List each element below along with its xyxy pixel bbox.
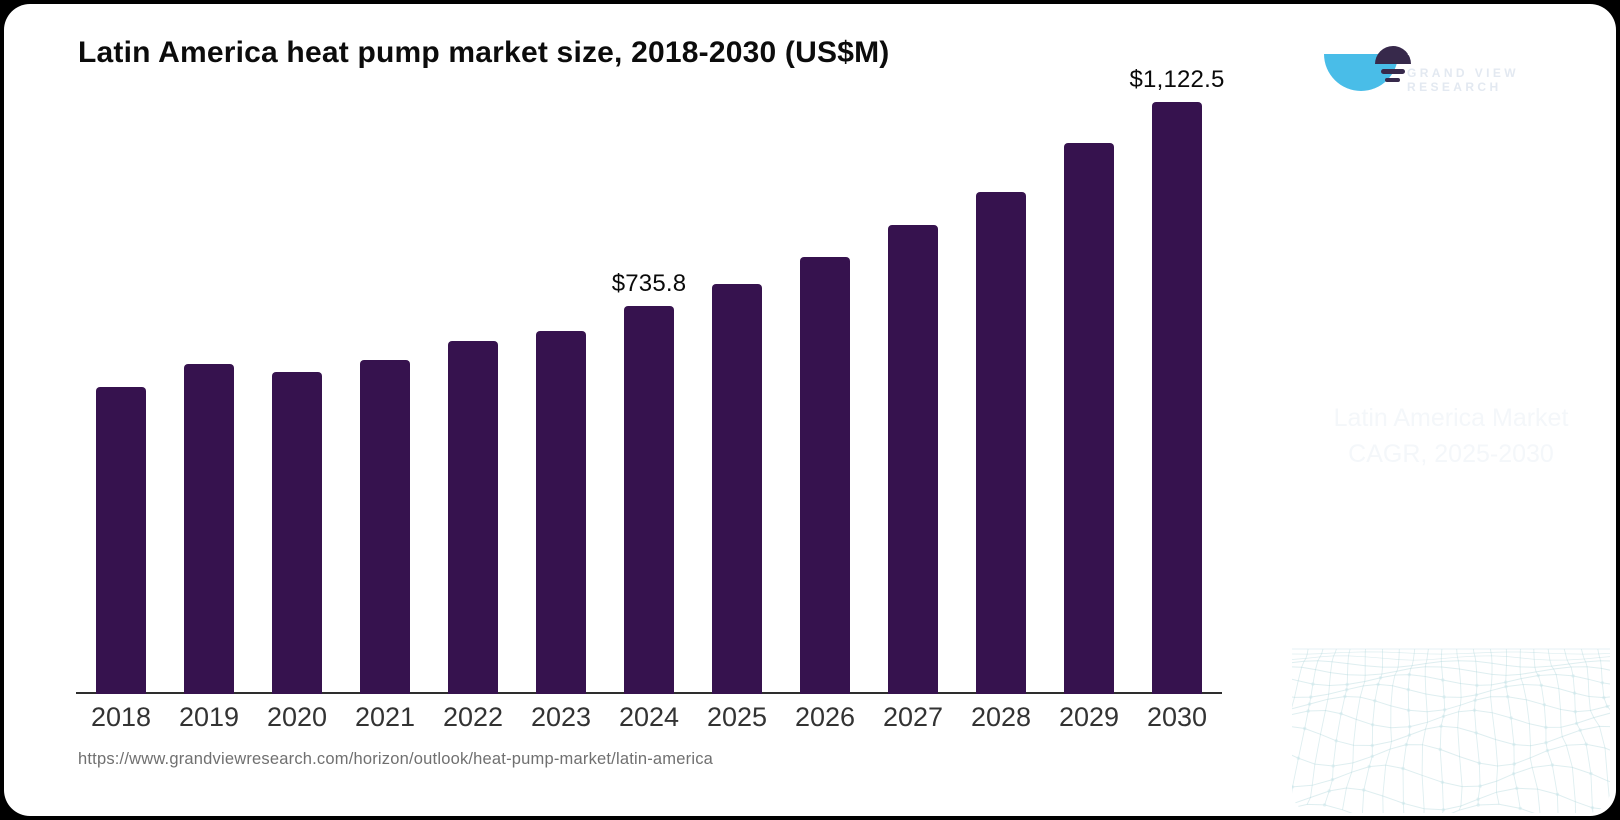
bar-2029 (1064, 143, 1114, 694)
stat-caption: Latin America Market CAGR, 2025-2030 (1292, 400, 1610, 472)
brand-name: HORIZON (1406, 30, 1585, 61)
stat-caption-line1: Latin America Market (1333, 404, 1569, 432)
plot-area: 2018 2019 2020 2021 2022 2023 2024 2025 2026 2027… (76, 66, 1225, 732)
x-tick-label: 2030 (1146, 702, 1208, 732)
bar-value-label: $1,122.5 (1129, 66, 1225, 93)
wireframe-grid-graphic (1292, 645, 1610, 813)
source-url: https://www.grandviewresearch.com/horizo… (78, 750, 714, 768)
bar-value-label: $735.8 (611, 270, 687, 297)
x-tick-label: 2020 (266, 702, 328, 732)
cagr-stat-value: 8.6% (1369, 302, 1533, 380)
bar-2025 (712, 284, 762, 694)
x-tick-label: 2021 (354, 702, 416, 732)
stat-caption-line2: CAGR, 2025-2030 (1348, 440, 1554, 468)
x-tick-label: 2026 (794, 702, 856, 732)
sun-reflection-line (1385, 78, 1400, 82)
page-title: Latin America heat pump market size, 201… (78, 36, 890, 69)
bar-2018 (96, 387, 146, 694)
bar-2021 (360, 360, 410, 694)
bar-2027 (888, 225, 938, 694)
bar-2030 (1152, 102, 1202, 694)
bar-2028 (976, 192, 1026, 694)
sun-dome-shape (1375, 46, 1411, 64)
x-tick-label: 2019 (178, 702, 240, 732)
x-tick-label: 2028 (970, 702, 1032, 732)
bar-2024 (624, 306, 674, 694)
x-tick-label: 2022 (442, 702, 504, 732)
bar-2022 (448, 341, 498, 694)
x-tick-label: 2027 (882, 702, 944, 732)
sun-reflection-line (1381, 69, 1405, 74)
horizon-sunset-icon (1324, 17, 1411, 91)
bar-2026 (800, 257, 850, 694)
x-tick-label: 2029 (1058, 702, 1120, 732)
bar-2023 (536, 331, 586, 694)
brand-subtitle: GRAND VIEW RESEARCH (1407, 66, 1519, 94)
bar-2019 (184, 364, 234, 694)
bar-2020 (272, 372, 322, 694)
stat-divider (1308, 391, 1592, 393)
x-tick-label: 2023 (530, 702, 592, 732)
x-tick-label: 2018 (90, 702, 152, 732)
sidebar: HORIZON GRAND VIEW RESEARCH 8.6% Latin A… (1292, 7, 1610, 813)
x-tick-label: 2024 (618, 702, 680, 732)
x-tick-label: 2025 (706, 702, 768, 732)
